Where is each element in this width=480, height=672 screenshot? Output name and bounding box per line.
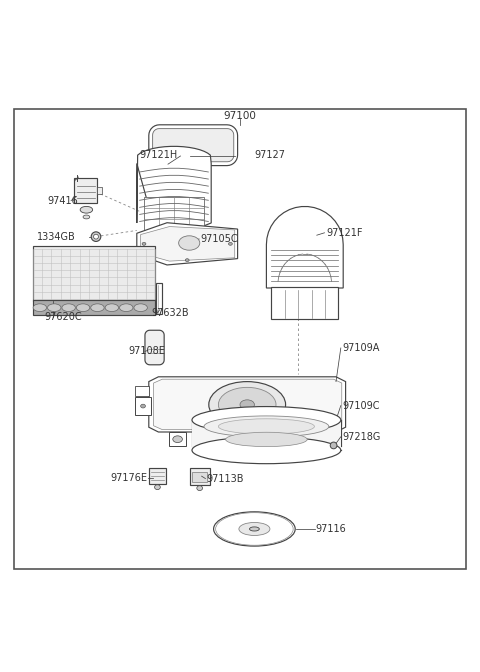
Polygon shape: [149, 125, 238, 165]
Text: 97127: 97127: [254, 150, 286, 159]
Text: 97113B: 97113B: [206, 474, 244, 484]
Text: 97100: 97100: [224, 111, 256, 121]
Ellipse shape: [240, 400, 254, 409]
Ellipse shape: [91, 304, 104, 312]
Ellipse shape: [226, 432, 307, 447]
Ellipse shape: [214, 512, 295, 546]
Ellipse shape: [218, 387, 276, 422]
Ellipse shape: [197, 486, 203, 491]
Bar: [190, 468, 210, 485]
Ellipse shape: [62, 304, 75, 312]
Bar: [33, 246, 155, 302]
Bar: [192, 472, 207, 482]
Text: 97108E: 97108E: [129, 346, 166, 356]
Ellipse shape: [48, 304, 61, 312]
Text: 97176E: 97176E: [110, 472, 147, 482]
Polygon shape: [149, 377, 346, 432]
Ellipse shape: [142, 243, 146, 245]
Bar: [33, 300, 155, 315]
Ellipse shape: [94, 235, 98, 239]
Text: 97218G: 97218G: [343, 432, 381, 442]
Ellipse shape: [179, 236, 200, 250]
Ellipse shape: [192, 437, 341, 464]
Bar: [192, 420, 341, 450]
Polygon shape: [154, 379, 342, 429]
Text: 97121H: 97121H: [139, 150, 178, 159]
Ellipse shape: [80, 206, 93, 213]
Text: 97116: 97116: [316, 524, 347, 534]
Ellipse shape: [105, 304, 119, 312]
Ellipse shape: [76, 304, 90, 312]
Text: 97105C: 97105C: [201, 234, 238, 244]
Bar: [149, 468, 166, 484]
Ellipse shape: [330, 442, 337, 449]
Ellipse shape: [33, 304, 47, 312]
Bar: [144, 197, 204, 230]
Text: 97620C: 97620C: [44, 312, 82, 322]
Text: 97109C: 97109C: [343, 401, 380, 411]
Bar: [135, 397, 151, 415]
Ellipse shape: [173, 436, 182, 443]
Bar: [135, 386, 149, 396]
Text: 97109A: 97109A: [343, 343, 380, 353]
Ellipse shape: [185, 259, 189, 261]
Ellipse shape: [155, 485, 160, 490]
Text: 97121F: 97121F: [326, 228, 363, 238]
Ellipse shape: [141, 404, 145, 408]
Polygon shape: [141, 226, 235, 261]
Bar: [97, 187, 102, 194]
Bar: [74, 177, 97, 202]
Polygon shape: [145, 330, 164, 365]
Polygon shape: [137, 146, 211, 230]
Ellipse shape: [250, 527, 259, 531]
Ellipse shape: [239, 522, 270, 536]
Ellipse shape: [192, 407, 341, 433]
Polygon shape: [153, 128, 234, 162]
Bar: [169, 432, 186, 446]
Ellipse shape: [209, 382, 286, 427]
Polygon shape: [137, 222, 238, 265]
Polygon shape: [266, 206, 343, 288]
Ellipse shape: [83, 215, 90, 219]
Bar: [271, 286, 338, 319]
Ellipse shape: [218, 419, 314, 434]
Text: 97632B: 97632B: [152, 308, 189, 318]
Text: 1334GB: 1334GB: [37, 232, 76, 242]
Ellipse shape: [228, 243, 232, 245]
Bar: [156, 283, 162, 314]
Ellipse shape: [120, 304, 133, 312]
Ellipse shape: [134, 304, 147, 312]
Text: 97416: 97416: [47, 196, 78, 206]
Ellipse shape: [204, 416, 329, 437]
Ellipse shape: [91, 232, 101, 241]
